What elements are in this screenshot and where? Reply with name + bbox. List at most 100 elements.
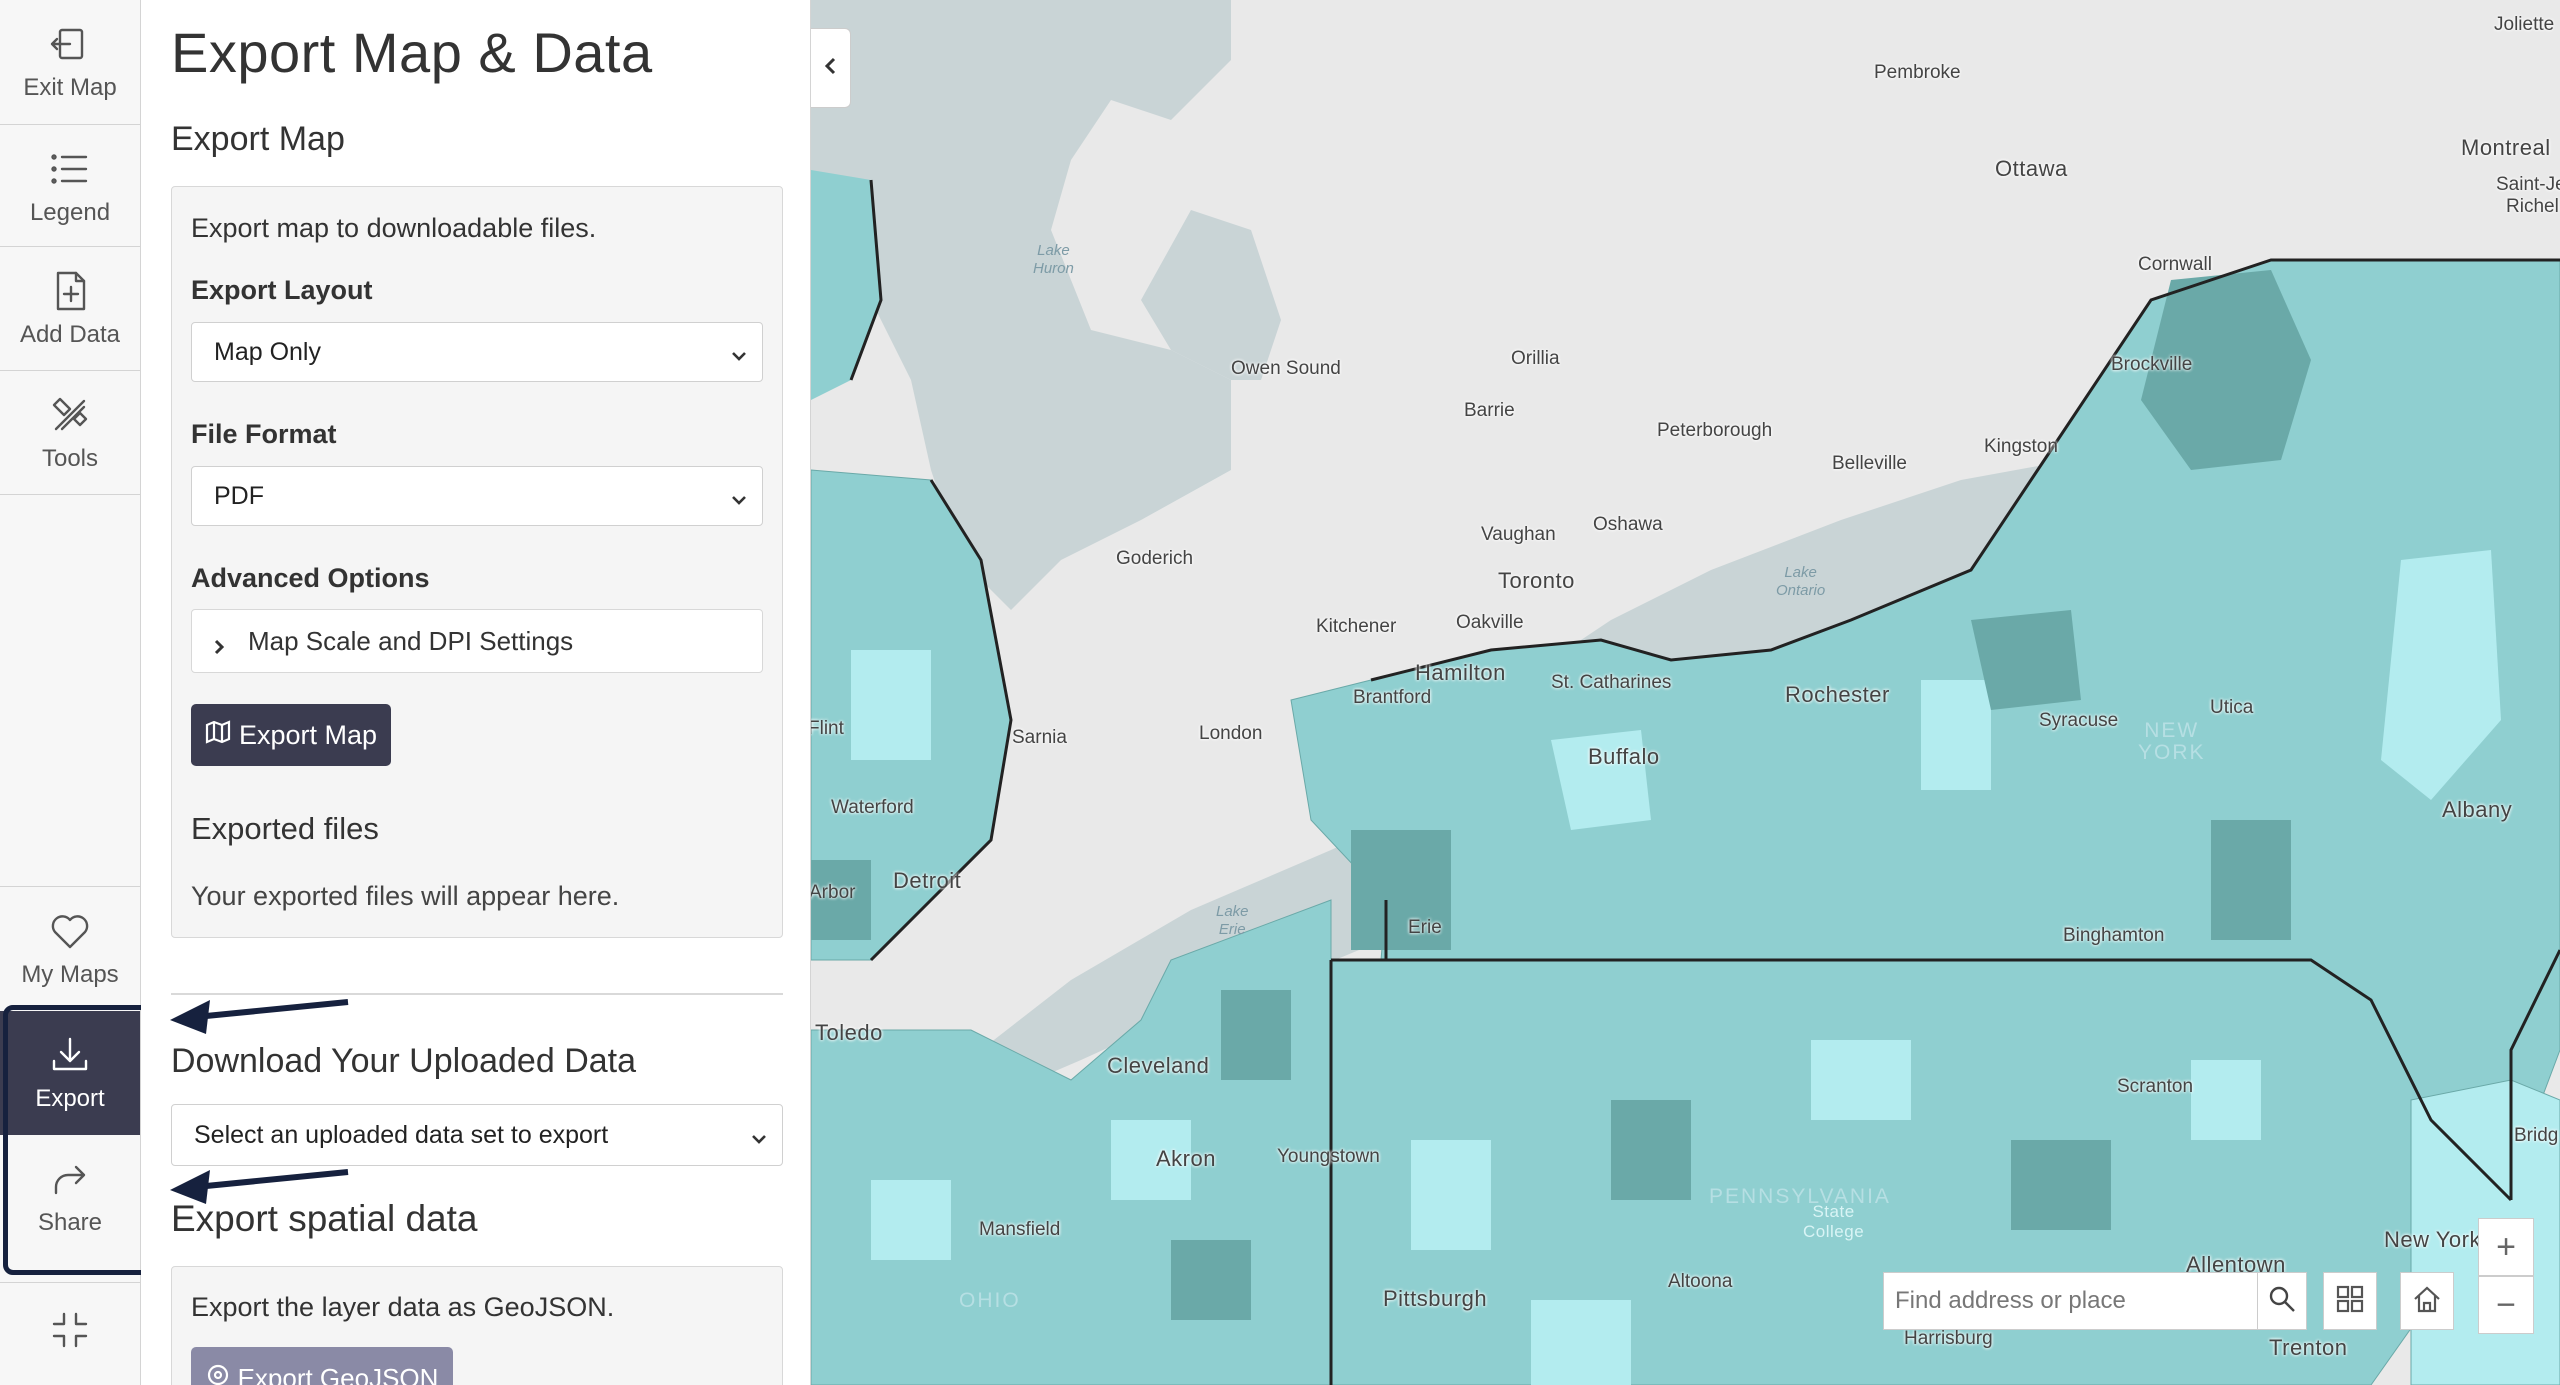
exit-icon [48, 22, 92, 66]
state-label: PENNSYLVANIA [1709, 1186, 1891, 1208]
region [1921, 680, 1991, 790]
place-label: St. Catharines [1551, 672, 1672, 693]
place-label: Ottawa [1995, 156, 2068, 181]
rail-my-maps[interactable]: My Maps [0, 887, 140, 1011]
place-label: Toronto [1498, 568, 1575, 593]
place-label: Kingston [1984, 436, 2058, 457]
rail-collapse[interactable] [0, 1300, 140, 1360]
place-label: Arbor [811, 882, 856, 903]
region [2381, 550, 2501, 800]
page-title: Export Map & Data [171, 21, 653, 84]
geojson-icon [206, 1363, 230, 1385]
state-college-label: State College [1803, 1202, 1864, 1242]
region [2141, 270, 2311, 470]
place-label: Detroit [893, 868, 962, 893]
place-label: Scranton [2117, 1076, 2194, 1097]
chevron-down-icon [750, 1126, 768, 1144]
place-label: Pittsburgh [1383, 1286, 1488, 1311]
place-label: Harrisburg [1904, 1328, 1993, 1349]
rail-divider [0, 246, 140, 247]
collapse-icon [48, 1308, 92, 1352]
place-label: Belleville [1832, 453, 1907, 474]
export-geojson-button[interactable]: Export GeoJSON [191, 1347, 453, 1385]
export-geojson-label: Export GeoJSON [237, 1362, 439, 1385]
download-uploaded-heading: Download Your Uploaded Data [171, 1042, 637, 1080]
zoom-in-button[interactable]: + [2478, 1218, 2534, 1276]
chevron-left-icon [822, 55, 840, 82]
basemap-gallery-button[interactable] [2323, 1272, 2377, 1330]
place-label: Rochester [1785, 682, 1890, 707]
rail-share[interactable]: Share [0, 1135, 140, 1259]
section-divider [171, 993, 783, 995]
rail-exit-map[interactable]: Exit Map [0, 0, 140, 124]
rail-divider [0, 370, 140, 371]
export-spatial-description: Export the layer data as GeoJSON. [191, 1292, 615, 1322]
export-map-heading: Export Map [171, 120, 345, 158]
share-icon [48, 1157, 92, 1201]
advanced-options-label: Advanced Options [191, 563, 430, 593]
zoom-out-button[interactable]: − [2478, 1276, 2534, 1334]
chevron-down-icon [730, 343, 748, 361]
home-button[interactable] [2400, 1272, 2454, 1330]
place-label: Cleveland [1107, 1053, 1210, 1078]
place-label: Hamilton [1415, 660, 1506, 685]
map-search-button[interactable] [2257, 1272, 2307, 1330]
region [811, 860, 871, 940]
state-border [869, 479, 1013, 962]
download-icon [48, 1033, 92, 1077]
state-border [2509, 949, 2560, 1200]
map-search-input[interactable]: Find address or place [1883, 1272, 2259, 1330]
region [1551, 730, 1651, 830]
water-label-line: Ontario [1776, 582, 1826, 599]
rail-label-export: Export [35, 1085, 105, 1112]
place-label: Mansfield [979, 1219, 1061, 1240]
place-label: Waterford [831, 797, 914, 818]
water-label-line: Erie [1218, 921, 1246, 938]
exported-files-heading: Exported files [191, 811, 379, 846]
place-label: London [1199, 723, 1263, 744]
export-layout-value: Map Only [214, 337, 321, 366]
state-label-line: NEW [2144, 719, 2200, 742]
place-label: Brockville [2111, 354, 2193, 375]
export-spatial-card: Export the layer data as GeoJSON. Export… [171, 1266, 783, 1385]
water-label: Lake Huron [1033, 242, 1074, 278]
collapse-panel-button[interactable] [811, 28, 851, 108]
place-label: Pembroke [1874, 62, 1961, 83]
rail-add-data[interactable]: Add Data [0, 247, 140, 371]
map-scale-dpi-accordion[interactable]: Map Scale and DPI Settings [191, 609, 763, 673]
water-label-line: Lake [1037, 242, 1070, 259]
rail-export[interactable]: Export [0, 1011, 140, 1135]
place-label: Altoona [1668, 1271, 1733, 1292]
georgian-bay [1141, 210, 1281, 380]
export-map-button-label: Export Map [238, 719, 378, 750]
water-label: Lake Ontario [1776, 564, 1825, 600]
place-label: Flint [811, 718, 844, 739]
place-label: Erie [1408, 917, 1442, 938]
rail-tools[interactable]: Tools [0, 371, 140, 495]
place-label: Oshawa [1593, 514, 1663, 535]
map-view[interactable]: Pembroke Ottawa Montreal Joliette Saint-… [811, 0, 2560, 1385]
rail-label-my-maps: My Maps [21, 961, 119, 988]
water-label: Lake Erie [1216, 903, 1249, 939]
file-format-label: File Format [191, 419, 337, 449]
place-label: Barrie [1464, 400, 1515, 421]
state-label-line: PENNSYLVANIA [1709, 1185, 1891, 1208]
state-label: NEW YORK [2138, 720, 2206, 764]
region [1531, 1300, 1631, 1385]
left-rail: Exit Map Legend Add Data Tools My Maps E… [0, 0, 141, 1385]
chevron-right-icon [210, 632, 228, 655]
place-label: Cornwall [2138, 254, 2212, 275]
grid-icon [2334, 1283, 2366, 1320]
place-label: Bridg [2514, 1125, 2559, 1146]
search-icon [2267, 1284, 2297, 1319]
state-label-line: State [1812, 1202, 1855, 1221]
rail-label-legend: Legend [29, 199, 111, 226]
export-map-button[interactable]: Export Map [191, 704, 391, 766]
place-label: Buffalo [1588, 744, 1660, 769]
rail-legend[interactable]: Legend [0, 125, 140, 249]
uploaded-dataset-select[interactable]: Select an uploaded data set to export [171, 1104, 783, 1166]
tools-icon [48, 393, 92, 437]
place-label: New York [2384, 1227, 2481, 1252]
file-format-select[interactable]: PDF [191, 466, 763, 526]
export-layout-select[interactable]: Map Only [191, 322, 763, 382]
